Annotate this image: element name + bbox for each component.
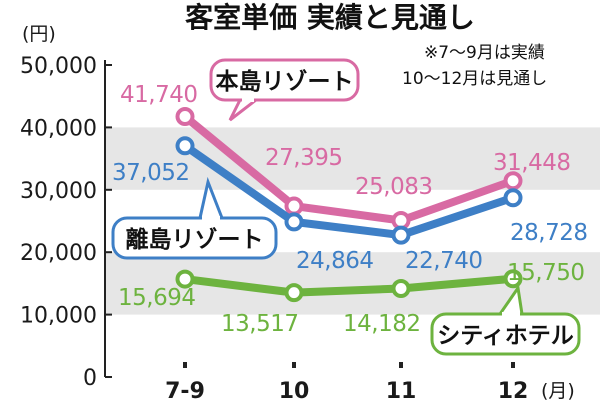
legend-box (111, 216, 278, 260)
note-line-1: ※7～9月は実績 (424, 43, 545, 63)
data-label: 41,740 (120, 82, 197, 108)
legend-label: シティホテル (437, 323, 574, 349)
data-label: 37,052 (112, 160, 189, 186)
series-group (175, 107, 523, 303)
data-label: 15,750 (507, 260, 584, 286)
x-tick (399, 362, 403, 368)
data-label: 27,395 (265, 145, 342, 171)
data-label: 13,517 (221, 311, 298, 337)
legend-label: 離島リゾート (126, 226, 264, 253)
data-point (503, 269, 523, 289)
data-label: 15,694 (118, 285, 195, 311)
legend-box (209, 58, 360, 102)
x-tick (183, 362, 187, 368)
x-tick-label: 7-9 (165, 379, 205, 404)
y-tick-label: 50,000 (20, 54, 97, 79)
y-unit: (円) (22, 23, 56, 45)
data-label: 24,864 (296, 248, 373, 274)
y-tick-label: 10,000 (20, 304, 97, 329)
chart-title: 客室単価 実績と見通し (185, 1, 475, 34)
note-line-2: 10～12月は見通し (402, 69, 547, 89)
x-tick-label: 10 (279, 379, 310, 404)
data-point (284, 283, 304, 303)
data-point (284, 212, 304, 232)
data-point (284, 196, 304, 216)
data-label: 25,083 (355, 174, 432, 200)
data-point (175, 107, 195, 127)
data-label: 28,728 (510, 220, 587, 246)
x-axis: 7-9 10 11 12 (165, 362, 528, 404)
data-label: 22,740 (405, 248, 482, 274)
x-tick-label: 12 (498, 379, 529, 404)
y-tick-label: 20,000 (20, 241, 97, 266)
data-label: 31,448 (493, 150, 570, 176)
data-label: 14,182 (343, 311, 420, 337)
x-tick (292, 362, 296, 368)
y-tick-label: 40,000 (20, 116, 97, 141)
y-tick-label: 30,000 (20, 179, 97, 204)
legend-pointer (228, 98, 261, 122)
data-point (503, 188, 523, 208)
data-point (175, 136, 195, 156)
value-labels: 41,740 27,395 25,083 31,448 37,052 24,864 22,7… (112, 82, 588, 337)
series-line (181, 274, 517, 297)
series-line (181, 112, 517, 225)
data-point (175, 269, 195, 289)
series-line (181, 141, 517, 240)
data-point (391, 279, 411, 299)
x-tick (511, 362, 515, 368)
y-tick-label: 0 (83, 366, 97, 391)
legend-label: 本島リゾート (216, 68, 354, 95)
x-unit: (月) (541, 380, 575, 402)
x-tick-label: 11 (386, 379, 417, 404)
data-point (391, 225, 411, 245)
y-axis: 50,000 40,000 30,000 20,000 10,000 0 (20, 54, 112, 391)
